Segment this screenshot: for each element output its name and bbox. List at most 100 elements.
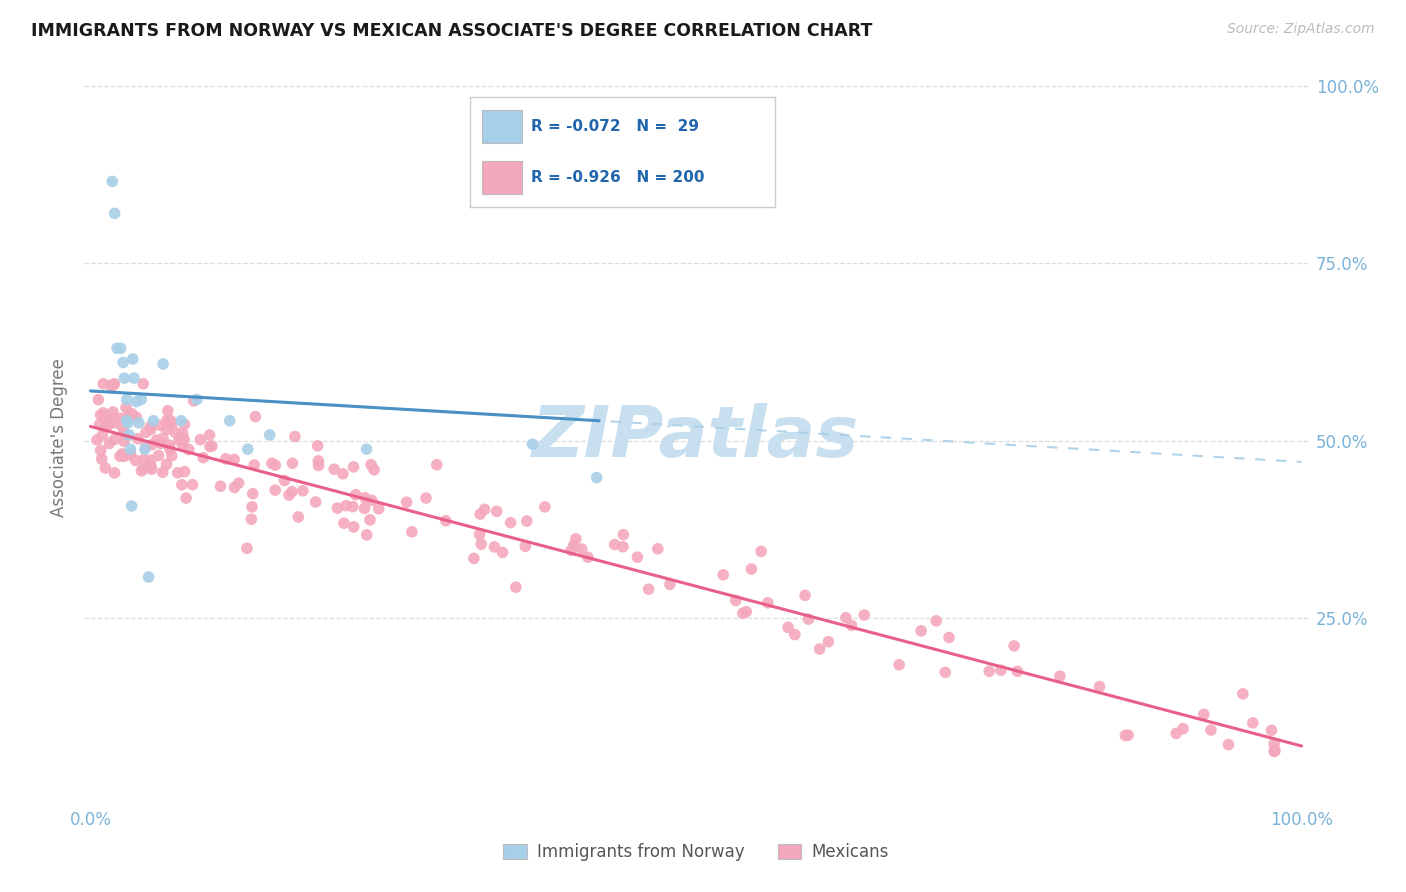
Point: [114, 427, 136, 442]
Point: [434, 514, 457, 528]
Point: [778, 620, 800, 634]
Point: [104, 416, 127, 430]
Point: [173, 433, 195, 447]
Point: [1002, 639, 1025, 653]
Point: [134, 442, 156, 457]
Point: [120, 447, 142, 461]
Point: [612, 540, 634, 554]
Point: [505, 580, 527, 594]
Point: [242, 486, 264, 500]
Point: [426, 458, 449, 472]
Point: [209, 479, 232, 493]
Point: [142, 414, 165, 428]
Point: [91, 428, 114, 442]
Point: [173, 465, 195, 479]
Point: [152, 431, 174, 445]
Text: IMMIGRANTS FROM NORWAY VS MEXICAN ASSOCIATE'S DEGREE CORRELATION CHART: IMMIGRANTS FROM NORWAY VS MEXICAN ASSOCI…: [31, 22, 872, 40]
Point: [308, 458, 330, 473]
Point: [332, 467, 354, 481]
Point: [181, 477, 204, 491]
Point: [115, 392, 138, 407]
Point: [356, 528, 378, 542]
Point: [415, 491, 437, 505]
Point: [749, 544, 772, 558]
Point: [647, 541, 669, 556]
Point: [259, 428, 281, 442]
Point: [127, 432, 149, 446]
Point: [111, 448, 134, 462]
Point: [360, 493, 382, 508]
Point: [149, 418, 172, 433]
Point: [224, 452, 246, 467]
Point: [359, 513, 381, 527]
Point: [183, 394, 205, 409]
Point: [562, 538, 585, 552]
Point: [1218, 738, 1240, 752]
Point: [218, 414, 240, 428]
Point: [159, 442, 181, 457]
Point: [335, 499, 357, 513]
Point: [273, 474, 295, 488]
Point: [170, 477, 193, 491]
Point: [363, 463, 385, 477]
Point: [139, 423, 162, 437]
Point: [98, 416, 121, 430]
Point: [87, 392, 110, 407]
Point: [1232, 687, 1254, 701]
Point: [224, 480, 246, 494]
Point: [118, 409, 141, 424]
Point: [152, 357, 174, 371]
Point: [198, 440, 221, 454]
Point: [1263, 737, 1285, 751]
Legend: Immigrants from Norway, Mexicans: Immigrants from Norway, Mexicans: [496, 837, 896, 868]
Point: [108, 449, 131, 463]
Point: [245, 409, 267, 424]
Point: [112, 355, 135, 369]
Point: [281, 456, 304, 470]
Point: [841, 618, 863, 632]
Point: [343, 520, 366, 534]
Point: [585, 470, 607, 484]
Point: [93, 410, 115, 425]
Point: [118, 410, 141, 425]
Point: [853, 607, 876, 622]
Point: [89, 417, 111, 432]
Point: [117, 416, 139, 430]
Point: [516, 514, 538, 528]
Point: [485, 504, 508, 518]
Point: [515, 540, 537, 554]
Point: [172, 438, 194, 452]
Point: [198, 428, 221, 442]
Y-axis label: Associate's Degree: Associate's Degree: [51, 358, 69, 516]
Point: [141, 462, 163, 476]
Point: [287, 510, 309, 524]
Point: [111, 447, 134, 461]
Point: [90, 443, 112, 458]
Point: [817, 634, 839, 648]
Point: [177, 442, 200, 457]
Point: [356, 442, 378, 457]
Point: [576, 550, 599, 565]
Point: [571, 542, 593, 557]
Point: [342, 459, 364, 474]
Point: [979, 665, 1001, 679]
Point: [1088, 680, 1111, 694]
Point: [1264, 744, 1286, 758]
Point: [91, 376, 114, 391]
Point: [910, 624, 932, 638]
Point: [90, 408, 112, 422]
Point: [797, 612, 820, 626]
Point: [170, 414, 193, 428]
Point: [94, 461, 117, 475]
Point: [110, 411, 132, 425]
Point: [484, 540, 506, 554]
Point: [731, 606, 754, 620]
Point: [152, 465, 174, 479]
Point: [637, 582, 659, 597]
Point: [125, 453, 148, 467]
Point: [1263, 744, 1285, 758]
Point: [174, 491, 197, 505]
Point: [264, 483, 287, 497]
Point: [101, 413, 124, 427]
Point: [228, 476, 250, 491]
